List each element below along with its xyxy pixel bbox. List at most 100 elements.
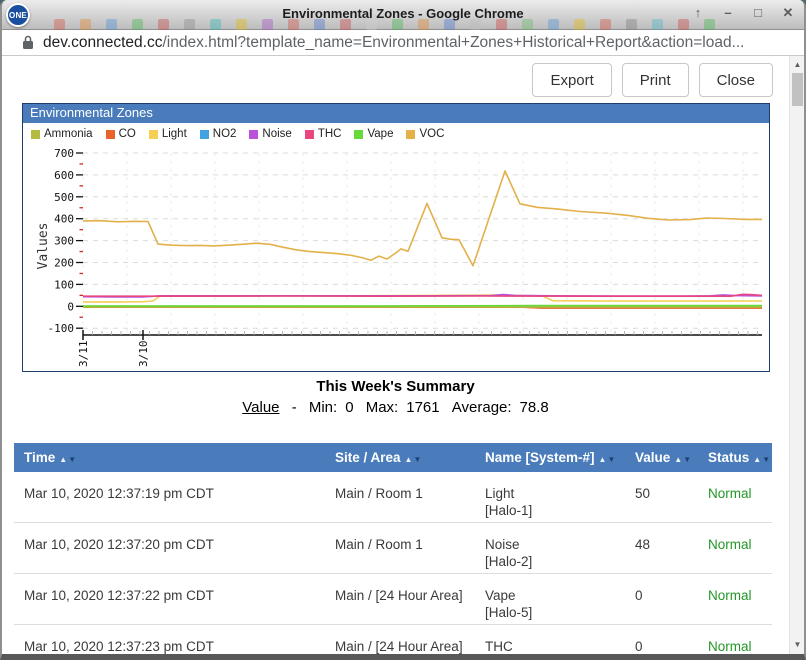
legend-swatch [354,129,364,139]
svg-text:Values: Values [36,223,51,270]
sort-desc-icon[interactable]: ▼ [762,455,772,464]
summary-max-value: 1761 [406,399,440,416]
close-button[interactable]: Close [698,63,773,97]
weekly-summary: This Week's Summary Value - Min: 0 Max: 17… [2,378,789,416]
sort-icons[interactable]: ▲▼ [59,455,77,464]
column-header-time[interactable]: Time ▲▼ [14,450,325,465]
sort-icons[interactable]: ▲▼ [599,455,617,464]
sort-icons[interactable]: ▲▼ [753,455,771,464]
name-cell: Light [Halo-1] [475,472,625,522]
summary-dash: - [291,399,297,416]
column-header-status[interactable]: Status ▲▼ [698,450,772,465]
window-titlebar[interactable]: Environmental Zones - Google Chrome ONE … [2,0,804,30]
scrollbar-up-icon[interactable]: ▲ [793,60,802,69]
chart-panel-title: Environmental Zones [23,104,769,123]
sort-asc-icon[interactable]: ▲ [404,455,414,464]
svg-text:0: 0 [67,300,74,313]
status-badge: Normal [708,588,752,603]
status-badge: Normal [708,639,752,654]
legend-label: Light [161,128,187,140]
site-area-cell: Main / [24 Hour Area] [335,639,463,654]
legend-item-ammonia: Ammonia [31,128,93,140]
chart-panel: Environmental Zones Ammonia CO Light NO2 Noi… [22,103,770,372]
name-cell: THC [475,625,625,654]
site-area-cell: Main / Room 1 [335,486,423,501]
summary-title: This Week's Summary [316,378,475,395]
sensor-name: Light [485,486,515,501]
legend-label: Noise [262,128,292,140]
system-id: [Halo-5] [485,605,533,620]
scrollbar-down-icon[interactable]: ▼ [793,640,802,649]
column-header-site-area[interactable]: Site / Area ▲▼ [325,450,475,465]
summary-max-label: Max: [365,399,399,416]
table-row: Mar 10, 2020 12:37:20 pm CDT Main / Room … [14,523,772,574]
report-toolbar: Export Print Close [532,63,773,97]
svg-text:700: 700 [54,147,74,160]
chart-legend: Ammonia CO Light NO2 Noise THC Vape VOC [23,123,769,145]
export-button[interactable]: Export [532,63,612,97]
sort-asc-icon[interactable]: ▲ [753,455,763,464]
sort-asc-icon[interactable]: ▲ [598,455,608,464]
summary-min-label: Min: [308,399,338,416]
sort-icons[interactable]: ▲▼ [405,455,423,464]
sort-asc-icon[interactable]: ▲ [59,455,69,464]
background-tab-icons [54,19,754,30]
svg-text:100: 100 [54,278,74,291]
legend-item-vape: Vape [354,128,393,140]
system-id: [Halo-1] [485,503,533,518]
window-controls: ↑ – □ ✕ [690,4,796,22]
column-header-label: Time [24,450,56,465]
legend-swatch [249,129,259,139]
status-cell: Normal [698,472,772,522]
svg-text:500: 500 [54,191,74,204]
summary-avg-value: 78.8 [519,399,549,416]
sort-desc-icon[interactable]: ▼ [607,455,617,464]
legend-item-thc: THC [304,128,341,140]
window-title: Environmental Zones - Google Chrome [282,6,524,21]
time-cell: Mar 10, 2020 12:37:23 pm CDT [24,639,214,654]
print-button[interactable]: Print [621,63,689,97]
page-scrollbar[interactable]: ▲ ▼ [789,56,804,654]
maximize-window-icon[interactable]: □ [754,5,762,20]
svg-text:200: 200 [54,257,74,270]
legend-item-voc: VOC [406,128,444,140]
url-text: dev.connected.cc/index.html?template_nam… [43,34,745,52]
sort-asc-icon[interactable]: ▲ [674,455,684,464]
legend-swatch [105,129,115,139]
column-header-name-system-#-[interactable]: Name [System-#] ▲▼ [475,450,625,465]
sort-icons[interactable]: ▲▼ [674,455,692,464]
name-cell: Noise [Halo-2] [475,523,625,573]
legend-label: VOC [419,128,445,140]
table-body: Mar 10, 2020 12:37:19 pm CDT Main / Room … [14,472,772,654]
table-row: Mar 10, 2020 12:37:23 pm CDT Main / [24 H… [14,625,772,654]
address-bar[interactable]: dev.connected.cc/index.html?template_nam… [2,30,804,56]
minimize-window-icon[interactable]: – [724,5,732,20]
scrollbar-thumb[interactable] [792,73,803,106]
sort-desc-icon[interactable]: ▼ [413,455,423,464]
sensor-name: Vape [485,588,516,603]
legend-item-noise: Noise [249,128,292,140]
time-cell: Mar 10, 2020 12:37:20 pm CDT [24,537,214,552]
value-cell: 0 [635,588,643,603]
summary-avg-label: Average: [451,399,512,416]
legend-swatch [199,129,209,139]
status-badge: Normal [708,486,752,501]
status-cell: Normal [698,574,772,624]
shade-window-icon[interactable]: ↑ [694,5,702,20]
summary-metric-link[interactable]: Value [242,399,280,416]
time-cell: Mar 10, 2020 12:37:22 pm CDT [24,588,214,603]
column-header-value[interactable]: Value ▲▼ [625,450,698,465]
table-header-row: Time ▲▼ Site / Area ▲▼ Name [System-#] ▲▼ Valu… [14,443,772,472]
site-area-cell: Main / [24 Hour Area] [335,588,463,603]
sort-desc-icon[interactable]: ▼ [683,455,693,464]
sort-desc-icon[interactable]: ▼ [68,455,78,464]
value-cell: 0 [635,639,643,654]
status-cell: Normal [698,625,772,654]
close-window-icon[interactable]: ✕ [782,5,794,20]
value-cell: 48 [635,537,651,552]
column-header-label: Name [System-#] [485,450,595,465]
svg-text:400: 400 [54,213,74,226]
summary-stats-line: Value - Min: 0 Max: 1761 Average: 78.8 [2,399,789,416]
